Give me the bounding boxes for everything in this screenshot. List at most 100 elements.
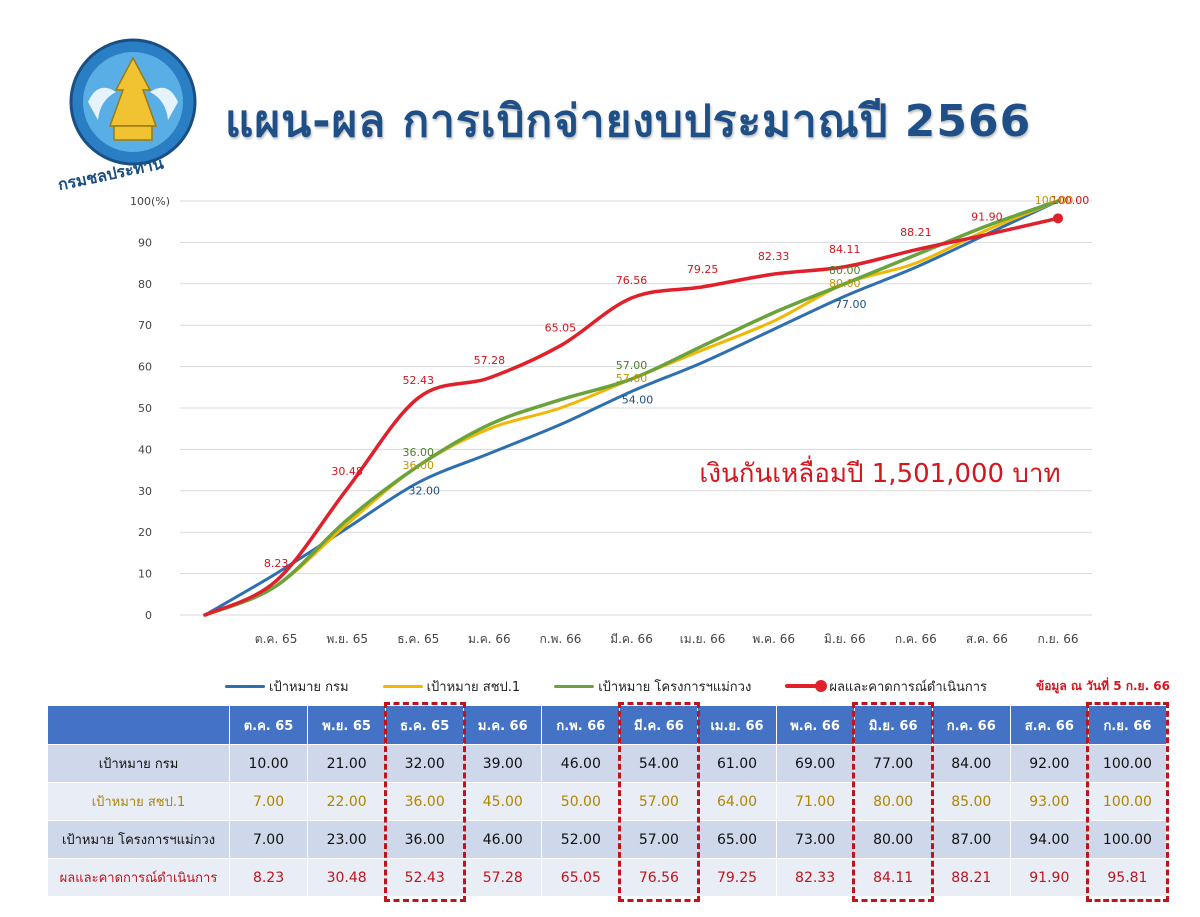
legend-label-blue: เป้าหมาย กรม xyxy=(269,679,349,695)
table-cell: 57.00 xyxy=(619,782,699,821)
page-title: แผน-ผล การเบิกจ่ายงบประมาณปี 2566 xyxy=(225,96,1032,147)
legend-swatch-yellow xyxy=(382,684,423,688)
x-tick-label: พ.ย. 65 xyxy=(326,632,368,646)
table-cell: 77.00 xyxy=(853,744,933,783)
table-header-cell: พ.ย. 65 xyxy=(307,705,387,745)
data-label-red: 100.00 xyxy=(1051,194,1090,207)
x-tick-label: ม.ค. 66 xyxy=(468,632,511,646)
royal-irrigation-department-logo: กรมชลประทาน xyxy=(56,38,197,190)
legend-item-red: ผลและคาดการณ์ดำเนินการ xyxy=(785,676,987,697)
table-cell: 82.33 xyxy=(775,858,855,897)
table-cell: 21.00 xyxy=(307,744,387,783)
table-cell: 95.81 xyxy=(1087,858,1168,897)
table-header-cell: เม.ย. 66 xyxy=(697,705,777,745)
table-header-cell: ม.ค. 66 xyxy=(463,705,543,745)
y-tick-label: 20 xyxy=(138,526,152,539)
y-tick-label: 0 xyxy=(145,609,152,622)
table-cell: 100.00 xyxy=(1087,820,1168,859)
y-tick-label: 10 xyxy=(138,568,152,581)
table-row: เป้าหมาย สชป.1 7.00 22.00 36.00 45.00 50… xyxy=(47,782,1168,821)
table-cell: 80.00 xyxy=(853,820,933,859)
row-label: เป้าหมาย โครงการฯแม่กวง xyxy=(47,820,230,859)
table-cell: 23.00 xyxy=(307,820,387,859)
table-cell: 100.00 xyxy=(1087,744,1168,783)
data-label-yellow: 36.00 xyxy=(403,459,435,472)
table-cell: 100.00 xyxy=(1087,782,1168,821)
table-row: เป้าหมาย โครงการฯแม่กวง 7.00 23.00 36.00… xyxy=(47,820,1168,859)
series-line-blue xyxy=(203,199,1060,617)
table-cell: 36.00 xyxy=(385,782,465,821)
data-label-red: 65.05 xyxy=(545,322,577,335)
chart-legend: เป้าหมาย กรม เป้าหมาย สชป.1 เป้าหมาย โคร… xyxy=(225,676,1021,696)
table-cell: 93.00 xyxy=(1009,782,1089,821)
table-cell: 73.00 xyxy=(775,820,855,859)
table-cell: 79.25 xyxy=(697,858,777,897)
table-cell: 61.00 xyxy=(697,744,777,783)
data-label-green: 57.00 xyxy=(616,359,648,372)
row-label: เป้าหมาย สชป.1 xyxy=(47,782,230,821)
table-cell: 94.00 xyxy=(1009,820,1089,859)
y-tick-label: 50 xyxy=(138,402,152,415)
table-cell: 36.00 xyxy=(385,820,465,859)
legend-item-blue: เป้าหมาย กรม xyxy=(225,676,349,697)
table-header-cell: มิ.ย. 66 xyxy=(853,705,933,745)
table-header-cell: ส.ค. 66 xyxy=(1009,705,1089,745)
table-cell: 87.00 xyxy=(931,820,1011,859)
table-cell: 69.00 xyxy=(775,744,855,783)
data-label-green: 36.00 xyxy=(403,446,435,459)
legend-swatch-red xyxy=(785,680,828,692)
table-cell: 84.11 xyxy=(853,858,933,897)
table-cell: 71.00 xyxy=(775,782,855,821)
table-cell: 30.48 xyxy=(307,858,387,897)
data-label-blue: 32.00 xyxy=(409,485,441,498)
x-tick-label: พ.ค. 66 xyxy=(752,632,795,646)
row-label: เป้าหมาย กรม xyxy=(47,744,230,783)
legend-label-red: ผลและคาดการณ์ดำเนินการ xyxy=(829,679,988,695)
data-table: ต.ค. 65 พ.ย. 65 ธ.ค. 65 ม.ค. 66 ก.พ. 66 … xyxy=(47,705,1168,897)
data-label-red: 52.43 xyxy=(403,374,435,387)
y-tick-label: 70 xyxy=(138,319,152,332)
table-header-cell: ก.พ. 66 xyxy=(541,705,621,745)
y-tick-label: 30 xyxy=(138,485,152,498)
legend-label-green: เป้าหมาย โครงการฯแม่กวง xyxy=(598,679,752,695)
x-tick-label: ธ.ค. 65 xyxy=(397,632,439,646)
data-label-red: 30.48 xyxy=(331,465,363,478)
table-cell: 57.28 xyxy=(463,858,543,897)
table-cell: 65.00 xyxy=(697,820,777,859)
table-cell: 32.00 xyxy=(385,744,465,783)
table-cell: 80.00 xyxy=(853,782,933,821)
table-cell: 7.00 xyxy=(228,820,309,859)
table-header-row: ต.ค. 65 พ.ย. 65 ธ.ค. 65 ม.ค. 66 ก.พ. 66 … xyxy=(47,705,1168,745)
data-label-red: 79.25 xyxy=(687,263,719,276)
table-cell: 88.21 xyxy=(931,858,1011,897)
x-tick-label: ก.ค. 66 xyxy=(895,632,937,646)
carryover-budget-annotation: เงินกันเหลื่อมปี 1,501,000 บาท xyxy=(699,455,1060,489)
table-header-cell: มี.ค. 66 xyxy=(619,705,699,745)
table-cell: 84.00 xyxy=(931,744,1011,783)
data-label-yellow: 57.00 xyxy=(616,372,648,385)
table-cell: 50.00 xyxy=(541,782,621,821)
x-tick-label: มิ.ย. 66 xyxy=(824,632,866,646)
x-tick-label: ต.ค. 65 xyxy=(255,632,298,646)
table-cell: 64.00 xyxy=(697,782,777,821)
data-label-yellow: 80.00 xyxy=(829,277,861,290)
data-label-blue: 77.00 xyxy=(835,298,867,311)
table-cell: 52.43 xyxy=(385,858,465,897)
table-cell: 22.00 xyxy=(307,782,387,821)
table-cell: 8.23 xyxy=(228,858,309,897)
table-header-cell: พ.ค. 66 xyxy=(775,705,855,745)
table-cell: 92.00 xyxy=(1009,744,1089,783)
table-cell: 57.00 xyxy=(619,820,699,859)
legend-item-green: เป้าหมาย โครงการฯแม่กวง xyxy=(554,676,751,697)
data-label-red: 57.28 xyxy=(474,354,506,367)
data-label-blue: 54.00 xyxy=(622,393,654,406)
table-header-cell: ก.ค. 66 xyxy=(931,705,1011,745)
table-header-cell: ธ.ค. 65 xyxy=(385,705,465,745)
table-header-cell: ก.ย. 66 xyxy=(1087,705,1168,745)
y-axis-unit-label: 100(%) xyxy=(130,195,170,208)
data-label-red: 84.11 xyxy=(829,243,861,256)
x-tick-label: ก.ย. 66 xyxy=(1037,632,1078,646)
series-line-red xyxy=(203,216,1060,617)
legend-label-yellow: เป้าหมาย สชป.1 xyxy=(426,679,521,695)
table-cell: 39.00 xyxy=(463,744,543,783)
